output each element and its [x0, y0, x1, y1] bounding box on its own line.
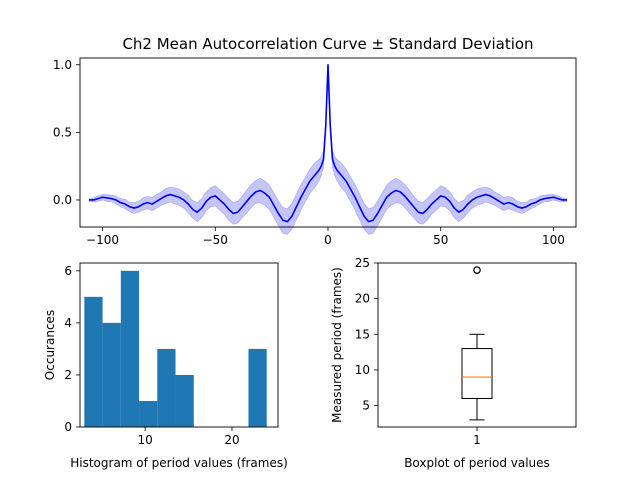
x-tick-label: 0 — [324, 233, 332, 247]
histogram-x-label: Histogram of period values (frames) — [70, 456, 288, 470]
y-tick-label: 1.0 — [53, 58, 72, 72]
x-tick-label: 10 — [137, 433, 152, 447]
y-tick-label: 0 — [64, 420, 72, 434]
y-tick-label: 5 — [362, 399, 370, 413]
x-tick-label: 1 — [473, 433, 481, 447]
x-tick-label: −100 — [86, 233, 119, 247]
std-band — [88, 64, 568, 235]
boxplot — [461, 266, 493, 421]
histogram-bar — [84, 296, 103, 427]
histogram-y-label: Occurances — [43, 310, 57, 380]
outlier-point — [473, 266, 481, 274]
box-iqr — [461, 348, 493, 399]
histogram-bar — [139, 400, 158, 427]
boxplot-y-label: Measured period (frames) — [330, 267, 344, 423]
y-tick-label: 25 — [355, 256, 370, 270]
autocorrelation-panel: Ch2 Mean Autocorrelation Curve ± Standar… — [53, 35, 577, 247]
y-tick-label: 4 — [64, 316, 72, 330]
autocorrelation-x-ticks: −100 −50 0 50 100 — [86, 227, 565, 247]
x-tick-label: 100 — [542, 233, 565, 247]
y-tick-label: 0.5 — [53, 125, 72, 139]
y-tick-label: 6 — [64, 264, 72, 278]
y-tick-label: 20 — [355, 292, 370, 306]
histogram-y-ticks: 0 2 4 6 — [64, 264, 80, 434]
boxplot-x-ticks: 1 — [473, 427, 481, 447]
mean-autocorrelation-line — [89, 63, 567, 223]
y-tick-label: 0.0 — [53, 193, 72, 207]
boxplot-x-label: Boxplot of period values — [404, 456, 550, 470]
histogram-bar — [102, 322, 121, 427]
histogram-x-ticks: 10 20 — [137, 427, 240, 447]
histogram-bars — [84, 270, 267, 427]
y-tick-label: 15 — [355, 327, 370, 341]
y-tick-label: 2 — [64, 368, 72, 382]
y-tick-label: 10 — [355, 363, 370, 377]
boxplot-panel: 1 5 10 15 20 25 Boxplot of period values Mea… — [330, 256, 577, 470]
x-tick-label: 50 — [433, 233, 448, 247]
autocorrelation-y-ticks: 0.0 0.5 1.0 — [53, 58, 80, 207]
boxplot-y-ticks: 5 10 15 20 25 — [355, 256, 378, 413]
histogram-bar — [248, 348, 267, 427]
histogram-bar — [157, 348, 176, 427]
histogram-axes-frame — [79, 262, 279, 428]
histogram-bar — [120, 270, 140, 427]
x-tick-label: −50 — [203, 233, 228, 247]
histogram-bar — [175, 374, 194, 427]
histogram-panel: 10 20 0 2 4 6 Histogram of period values (fr… — [43, 262, 288, 470]
x-tick-label: 20 — [224, 433, 239, 447]
autocorrelation-title: Ch2 Mean Autocorrelation Curve ± Standar… — [122, 35, 533, 53]
